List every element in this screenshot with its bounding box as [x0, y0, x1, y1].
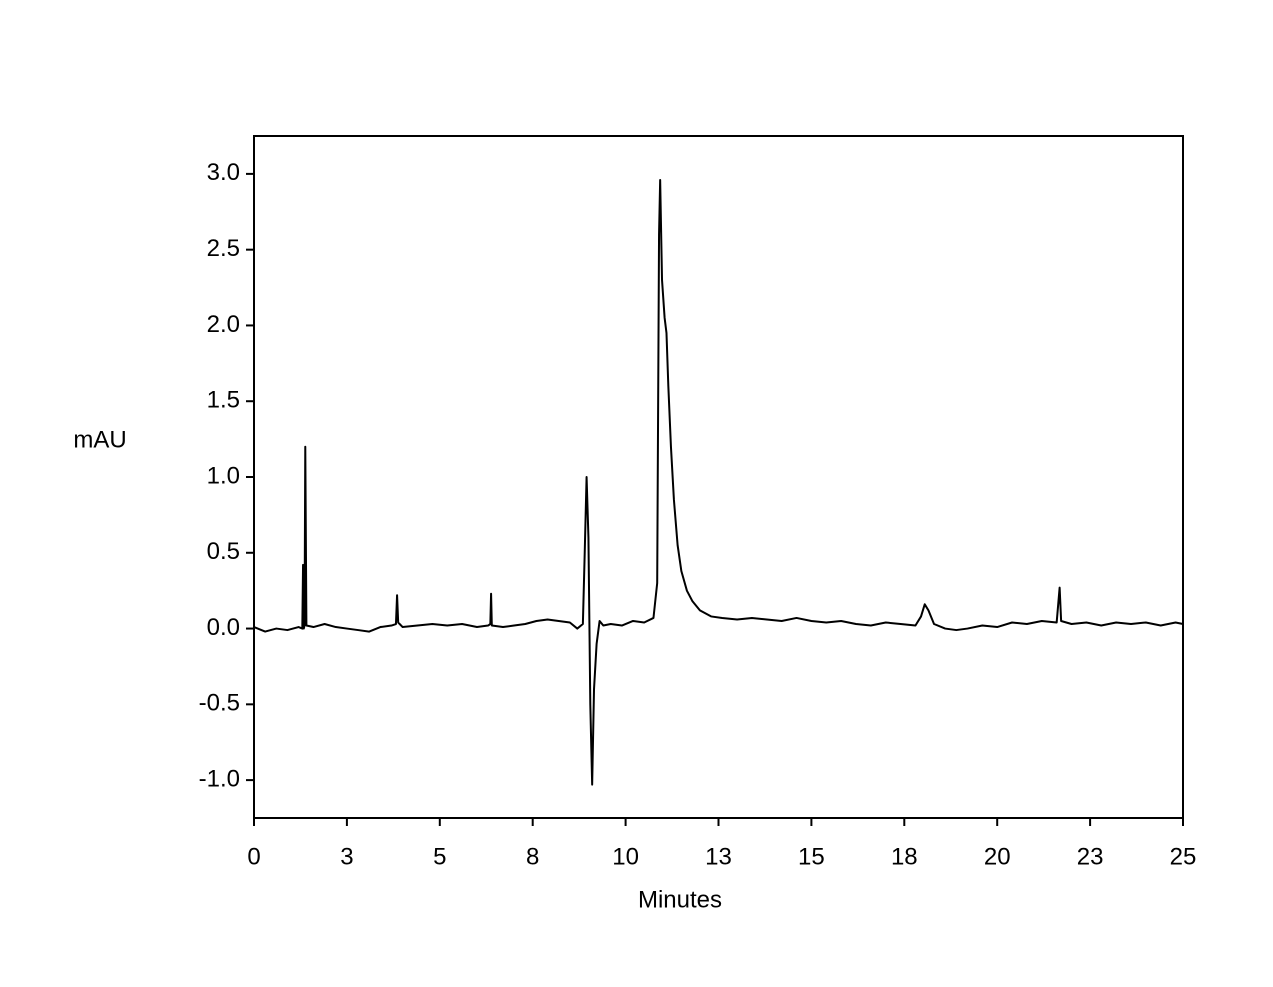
y-tick-label: 3.0: [207, 159, 240, 186]
y-tick-label: -0.5: [199, 690, 240, 717]
x-tick-label: 3: [340, 843, 353, 870]
y-tick-label: 0.5: [207, 538, 240, 565]
y-axis-label: mAU: [73, 426, 126, 453]
y-tick-label: 1.0: [207, 462, 240, 489]
x-tick-label: 8: [526, 843, 539, 870]
x-tick-label: 25: [1170, 843, 1197, 870]
x-axis-label: Minutes: [638, 886, 722, 913]
y-tick-label: 1.5: [207, 387, 240, 414]
trace: [253, 178, 1184, 786]
y-tick-label: 0.0: [207, 614, 240, 641]
y-tick-label: -1.0: [199, 765, 240, 792]
x-tick-label: 18: [891, 843, 918, 870]
plot-frame: [253, 135, 1184, 819]
x-tick-label: 0: [247, 843, 260, 870]
x-tick-label: 23: [1077, 843, 1104, 870]
x-tick-label: 10: [612, 843, 639, 870]
x-tick-label: 5: [433, 843, 446, 870]
x-tick-label: 15: [798, 843, 825, 870]
x-tick-label: 13: [705, 843, 732, 870]
x-tick-label: 20: [984, 843, 1011, 870]
y-tick-label: 2.5: [207, 235, 240, 262]
y-tick-label: 2.0: [207, 311, 240, 338]
